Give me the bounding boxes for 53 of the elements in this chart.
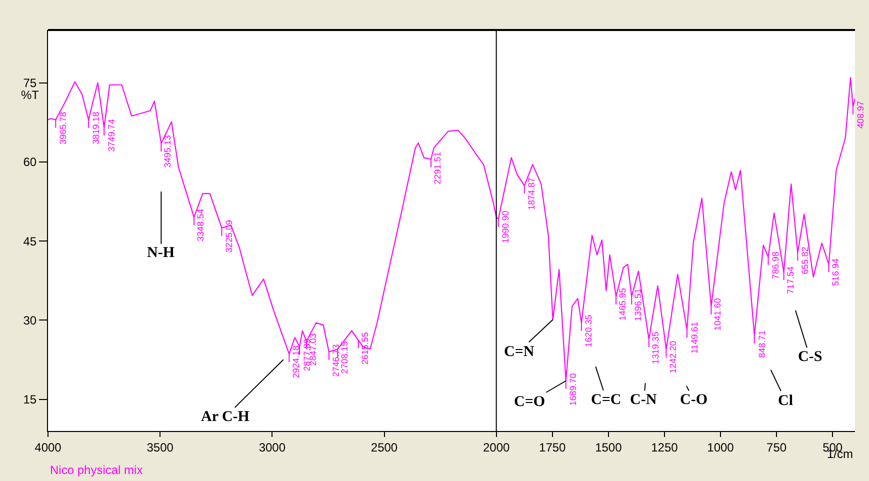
annotation: 2291.51 [432,152,443,184]
annotation: 3819.18 [90,112,101,144]
y-tick-label: 60 [23,155,37,170]
x-tick-label: 1000 [707,440,734,454]
annotation: 1242.20 [668,340,678,374]
text: Nico physical mix [50,463,143,477]
annotation: 1149.61 [689,322,700,354]
annotation: 1689.70 [568,373,578,406]
annotation: 3965.78 [58,112,68,144]
annotation: 2847.03 [308,333,318,366]
annotation: 2615.55 [360,332,370,365]
annotation: Ar C-H [201,409,250,425]
annotation: N-H [147,245,175,261]
y-tick-label: 15 [23,392,37,407]
x-tick-label: 1250 [651,440,678,454]
annotation: 516.94 [830,258,841,286]
x-tick-label: 3000 [258,440,286,454]
annotation: C=N [504,344,534,360]
x-tick-label: 3500 [146,440,174,454]
annotation: C-N [630,392,657,408]
annotation: 3495.13 [162,135,173,168]
x-tick-label: 750 [766,440,787,454]
annotation: 408.97 [855,100,866,128]
annotation: 1465.95 [618,288,628,320]
y-tick-label: 45 [23,234,37,248]
annotation: 1041.60 [712,298,723,331]
annotation: 2746.73 [331,344,342,377]
y-axis-title: %T [21,88,40,102]
annotation: C=O [514,394,546,410]
annotation: 1620.35 [584,314,594,348]
annotation: 786.98 [770,252,780,280]
annotation: C=C [591,392,622,408]
annotation: C-S [798,349,822,365]
x-tick-label: 4000 [34,440,62,454]
annotation: 1990.90 [500,210,510,244]
annotation: 3749.74 [106,119,116,152]
annotation: 1396.51 [633,288,644,322]
x-tick-label: 1500 [595,440,622,454]
x-tick-label: 2000 [482,440,510,454]
annotation: 2708.15 [339,341,350,374]
y-tick-label: 75 [23,76,37,90]
annotation: 1319.35 [650,332,661,364]
x-tick-label: 2500 [370,440,398,454]
annotation: 1874.87 [526,177,537,210]
y-tick-label: 30 [23,313,37,328]
x-tick-label: 1750 [539,440,566,454]
annotation: 3348.54 [196,208,206,242]
annotation: Cl [778,393,793,409]
annotation: 848.71 [756,330,767,358]
annotation: C-O [680,392,708,408]
annotation: 655.82 [800,246,810,274]
annotation: 717.54 [786,266,796,294]
annotation: 2924.18 [291,346,302,378]
